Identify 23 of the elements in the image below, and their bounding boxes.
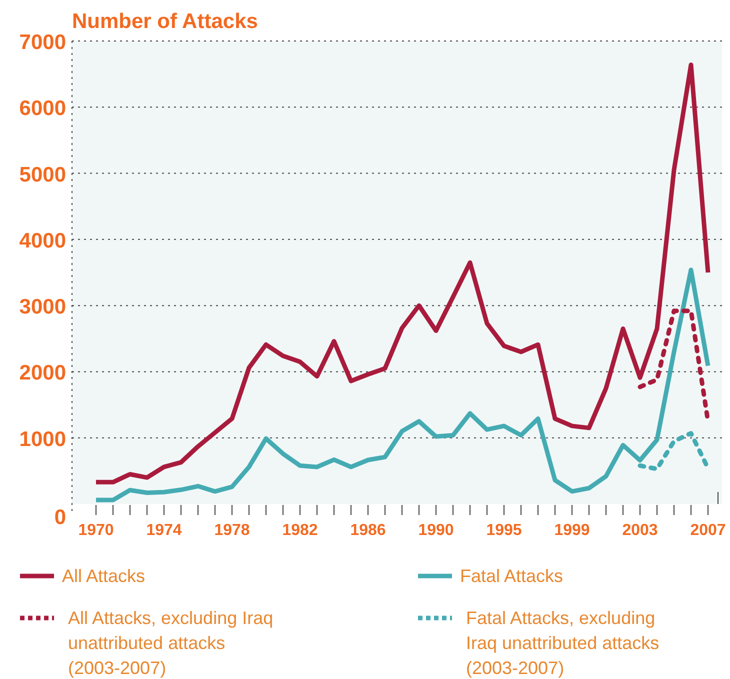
x-tick-label: 2003 bbox=[622, 522, 658, 539]
y-tick-label: 7000 bbox=[19, 31, 66, 54]
y-tick-label: 3000 bbox=[19, 296, 66, 319]
legend-label: All Attacks, excluding Iraq unattributed attacks (2003-2007) bbox=[68, 608, 274, 678]
x-tick-label: 2007 bbox=[690, 522, 726, 539]
y-axis-title: Number of Attacks bbox=[72, 10, 258, 33]
legend-label: Fatal Attacks, excluding Iraq unattributed attacks (2003-2007) bbox=[466, 608, 660, 678]
legend-label: Fatal Attacks bbox=[460, 566, 564, 586]
x-tick-label: 1986 bbox=[350, 522, 386, 539]
x-tick-label: 1974 bbox=[146, 522, 182, 539]
y-tick-label: 0 bbox=[54, 506, 66, 529]
y-tick-label: 5000 bbox=[19, 163, 66, 186]
x-tick-label: 1970 bbox=[78, 522, 114, 539]
x-tick-label: 1978 bbox=[214, 522, 250, 539]
x-tick-label: 1990 bbox=[418, 522, 454, 539]
x-tick-label: 1995 bbox=[486, 522, 522, 539]
x-tick-label: 1982 bbox=[282, 522, 318, 539]
y-tick-label: 1000 bbox=[19, 428, 66, 451]
legend-label: All Attacks bbox=[62, 566, 146, 586]
y-tick-label: 6000 bbox=[19, 97, 66, 120]
x-tick-label: 1999 bbox=[554, 522, 590, 539]
y-tick-label: 4000 bbox=[19, 229, 66, 252]
y-tick-label: 2000 bbox=[19, 362, 66, 385]
